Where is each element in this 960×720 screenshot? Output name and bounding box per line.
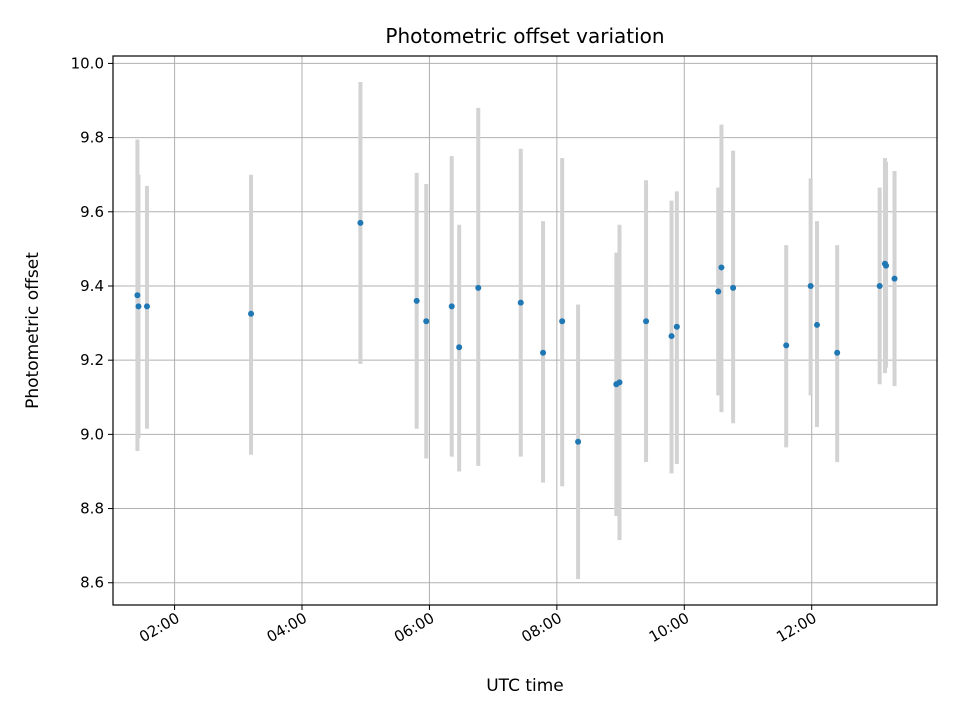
data-point [143, 303, 150, 310]
data-point [834, 349, 841, 356]
data-point [248, 310, 255, 317]
data-point [456, 344, 463, 351]
data-point [730, 284, 737, 291]
data-point [135, 303, 142, 310]
data-point [883, 262, 890, 269]
y-tick-label: 9.2 [80, 351, 104, 369]
data-point [715, 288, 722, 295]
data-point [448, 303, 455, 310]
data-point [807, 282, 814, 289]
data-point [517, 299, 524, 306]
data-point [357, 219, 364, 226]
data-point [423, 318, 430, 325]
data-point [559, 318, 566, 325]
data-point [783, 342, 790, 349]
data-point [413, 297, 420, 304]
data-point [475, 284, 482, 291]
y-tick-label: 9.0 [80, 425, 104, 443]
data-point [876, 282, 883, 289]
y-tick-label: 8.8 [80, 500, 104, 518]
y-tick-label: 9.4 [80, 277, 104, 295]
data-point [673, 323, 680, 330]
data-point [540, 349, 547, 356]
y-tick-label: 9.6 [80, 203, 104, 221]
data-point [575, 438, 582, 445]
y-tick-label: 9.8 [80, 129, 104, 147]
data-point [668, 333, 675, 340]
y-tick-label: 10.0 [71, 54, 104, 72]
data-point [134, 292, 141, 299]
data-points [134, 219, 898, 445]
axes-frame [112, 55, 938, 606]
data-point [891, 275, 898, 282]
data-point [718, 264, 725, 271]
x-axis-title: UTC time [486, 676, 564, 696]
data-point [814, 321, 821, 328]
y-axis-title: Photometric offset [23, 252, 43, 409]
data-point [616, 379, 623, 386]
data-point [643, 318, 650, 325]
chart-title: Photometric offset variation [385, 24, 664, 48]
y-tick-label: 8.6 [80, 574, 104, 592]
